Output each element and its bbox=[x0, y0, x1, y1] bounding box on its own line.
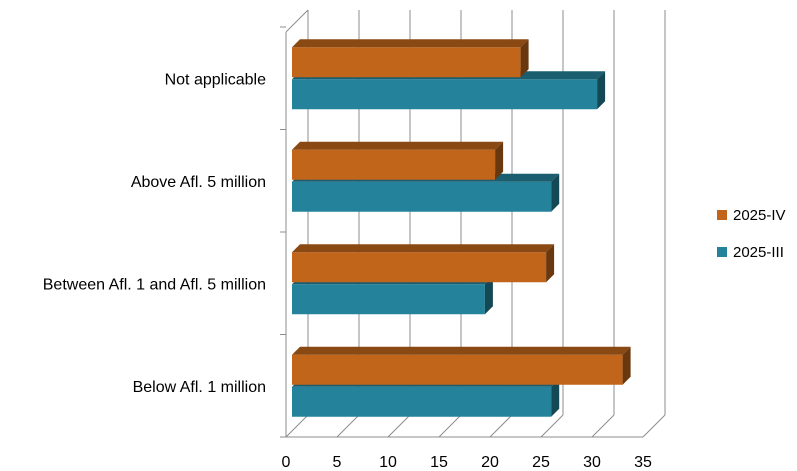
legend-item-2025-iii: 2025-III bbox=[717, 242, 786, 262]
floor-line-0 bbox=[285, 414, 309, 438]
category-label: Between Afl. 1 and Afl. 5 million bbox=[43, 276, 266, 293]
category-label: Above Afl. 5 million bbox=[131, 174, 266, 191]
bar-2025-iv-3 bbox=[292, 346, 631, 385]
floor-line-25 bbox=[540, 414, 564, 438]
legend-swatch-2025-iv bbox=[717, 210, 727, 220]
x-tick-label: 25 bbox=[532, 454, 550, 471]
x-tick-label: 10 bbox=[379, 454, 397, 471]
bar-2025-iv-0 bbox=[292, 39, 529, 78]
x-tick-label: 5 bbox=[333, 454, 342, 471]
x-tick-label: 15 bbox=[430, 454, 448, 471]
x-tick-labels: 0 5 10 15 20 25 30 35 bbox=[282, 454, 652, 471]
category-labels: Not applicable Above Afl. 5 million Betwee… bbox=[43, 71, 266, 396]
legend-label-2025-iii: 2025-III bbox=[733, 243, 784, 261]
floor-line-15 bbox=[438, 414, 462, 438]
floor-line-30 bbox=[591, 414, 615, 438]
legend: 2025-IV 2025-III bbox=[717, 205, 786, 279]
floor-line-20 bbox=[489, 414, 513, 438]
floor-line-10 bbox=[387, 414, 411, 438]
x-tick-label: 30 bbox=[583, 454, 601, 471]
bar-2025-iv-1 bbox=[292, 141, 504, 180]
category-label: Not applicable bbox=[165, 71, 267, 88]
legend-item-2025-iv: 2025-IV bbox=[717, 205, 786, 225]
legend-label-2025-iv: 2025-IV bbox=[733, 206, 786, 224]
x-tick-label: 35 bbox=[634, 454, 652, 471]
x-tick-label: 0 bbox=[282, 454, 291, 471]
category-label: Below Afl. 1 million bbox=[133, 379, 266, 396]
y-axis-top-edge bbox=[285, 9, 309, 33]
bar-2025-iii-0 bbox=[292, 71, 606, 110]
legend-swatch-2025-iii bbox=[717, 247, 727, 257]
bar-2025-iv-2 bbox=[292, 244, 555, 283]
axes bbox=[280, 9, 666, 438]
x-tick-label: 20 bbox=[481, 454, 499, 471]
floor-line-35 bbox=[642, 414, 666, 438]
floor-line-5 bbox=[336, 414, 360, 438]
bars bbox=[292, 39, 631, 417]
